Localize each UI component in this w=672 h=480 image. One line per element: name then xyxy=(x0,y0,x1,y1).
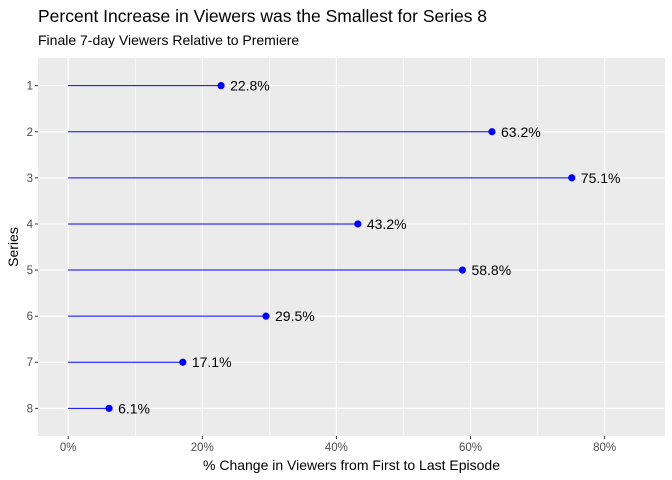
data-label: 22.8% xyxy=(230,78,270,94)
y-tick-label: 7 xyxy=(27,357,33,369)
lollipop-point xyxy=(262,312,270,320)
axis-layer: 0% 20% 40% 60% 80% 1 2 3 4 5 6 7 8 xyxy=(27,81,617,454)
lollipop-point xyxy=(568,174,576,182)
lollipop-point xyxy=(179,358,187,366)
data-label: 29.5% xyxy=(275,308,315,324)
lollipop-point xyxy=(458,266,467,274)
x-tick-label: 40% xyxy=(325,442,348,454)
lollipop-point xyxy=(354,220,362,228)
data-label: 6.1% xyxy=(118,400,150,416)
lollipop-point xyxy=(488,128,496,136)
y-axis-title: Series xyxy=(5,227,21,267)
data-label: 75.1% xyxy=(581,170,621,186)
lollipop-point xyxy=(217,82,225,90)
chart-subtitle: Finale 7-day Viewers Relative to Premier… xyxy=(38,32,300,48)
data-label: 63.2% xyxy=(501,124,541,140)
x-tick-label: 80% xyxy=(593,442,616,454)
data-label: 58.8% xyxy=(471,262,511,278)
data-label: 17.1% xyxy=(192,354,232,370)
x-tick-label: 60% xyxy=(459,442,482,454)
y-tick-label: 3 xyxy=(27,173,33,185)
data-label: 43.2% xyxy=(367,216,407,232)
y-tick-label: 4 xyxy=(27,219,34,231)
mark-layer: 22.8% 63.2% 75.1% 43.2% 58.8% 29.5% 17.1% 6.1% xyxy=(68,78,621,416)
y-tick-label: 2 xyxy=(27,127,33,139)
lollipop-point xyxy=(105,404,113,412)
x-tick-label: 20% xyxy=(191,442,214,454)
plot-panel xyxy=(38,58,665,436)
x-tick-label: 0% xyxy=(60,442,77,454)
y-tick-label: 5 xyxy=(27,265,33,277)
chart-title: Percent Increase in Viewers was the Smal… xyxy=(38,6,488,26)
y-tick-label: 6 xyxy=(27,311,33,323)
x-axis-title: % Change in Viewers from First to Last E… xyxy=(203,457,500,473)
y-tick-label: 1 xyxy=(27,81,33,93)
y-tick-label: 8 xyxy=(27,403,33,415)
